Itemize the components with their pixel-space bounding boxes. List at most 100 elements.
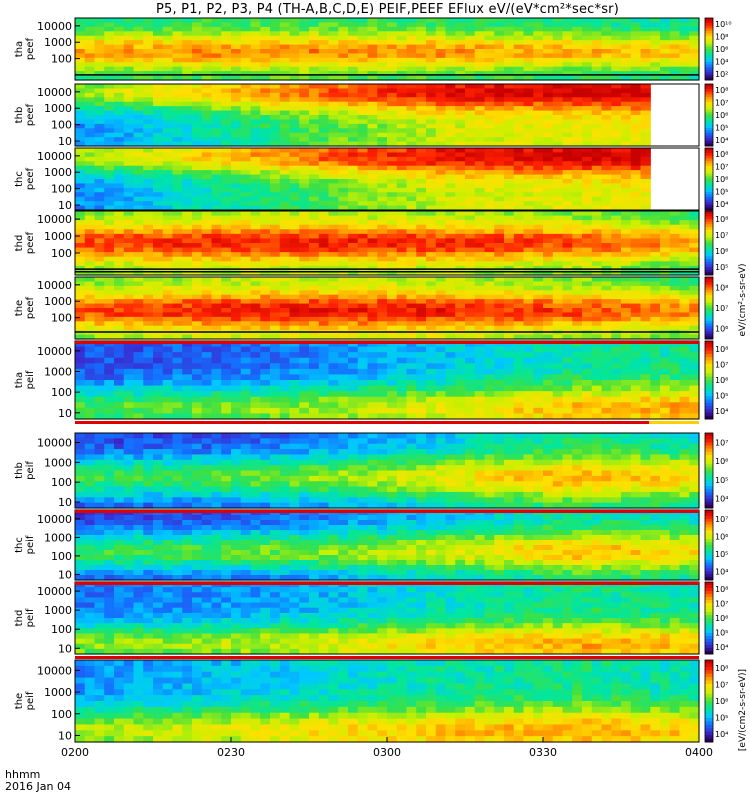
heatmap-cell (104, 141, 115, 147)
heatmap-cell (445, 57, 456, 63)
heatmap-cell (231, 196, 242, 202)
heatmap-cell (484, 123, 495, 129)
colorbar-swatch (705, 320, 713, 324)
heatmap-cell (572, 161, 583, 167)
heatmap-cell (601, 53, 612, 59)
heatmap-cell (591, 183, 603, 189)
heatmap-cell (133, 152, 144, 158)
heatmap-cell (338, 62, 349, 68)
heatmap-cell (689, 325, 700, 331)
heatmap-cell (289, 170, 300, 176)
heatmap-cell (104, 174, 115, 180)
heatmap-cell (621, 71, 632, 77)
heatmap-cell (104, 110, 115, 116)
heatmap-cell (533, 132, 544, 138)
heatmap-cell (328, 285, 339, 291)
heatmap-cell (445, 312, 456, 318)
heatmap-cell (533, 252, 544, 258)
heatmap-cell (231, 402, 242, 409)
heatmap-cell (162, 92, 174, 98)
heatmap-cell (591, 247, 603, 253)
heatmap-cell (367, 224, 378, 230)
heatmap-cell (474, 57, 486, 63)
heatmap-cell (133, 308, 144, 314)
heatmap-cell (279, 156, 291, 162)
heatmap-cell (192, 31, 203, 37)
heatmap-cell (153, 187, 164, 193)
heatmap-cell (367, 316, 378, 322)
heatmap-cell (240, 101, 252, 107)
heatmap-cell (270, 299, 281, 305)
heatmap-cell (104, 137, 115, 143)
heatmap-cell (601, 26, 612, 32)
heatmap-cell (611, 128, 622, 134)
heatmap-cell (231, 156, 242, 162)
heatmap-cell (377, 110, 388, 116)
heatmap-cell (221, 196, 232, 202)
heatmap-cell (270, 215, 281, 221)
heatmap-cell (201, 368, 213, 376)
heatmap-cell (679, 62, 690, 68)
heatmap-cell (465, 220, 476, 226)
heatmap-cell (328, 92, 339, 98)
heatmap-cell (172, 66, 183, 72)
heatmap-cell (562, 18, 573, 24)
heatmap-cell (270, 75, 281, 81)
heatmap-cell (162, 391, 174, 398)
heatmap-cell (523, 97, 534, 103)
heatmap-cell (240, 303, 252, 309)
heatmap-cell (309, 252, 320, 258)
heatmap-cell (348, 346, 359, 353)
heatmap-cell (260, 97, 271, 103)
heatmap-cell (201, 413, 213, 420)
heatmap-cell (484, 224, 495, 230)
heatmap-cell (552, 123, 564, 129)
heatmap-cell (513, 53, 525, 59)
heatmap-cell (123, 84, 135, 90)
heatmap-cell (543, 26, 554, 32)
heatmap-cell (669, 261, 681, 267)
heatmap-cell (387, 141, 398, 147)
heatmap-cell (523, 128, 534, 134)
heatmap-cell (192, 137, 203, 143)
heatmap-cell (114, 346, 125, 353)
heatmap-cell (104, 57, 115, 63)
heatmap-cell (250, 123, 261, 129)
heatmap-cell (504, 75, 515, 81)
heatmap-cell (377, 402, 388, 409)
heatmap-cell (231, 110, 242, 116)
heatmap-cell (494, 170, 505, 176)
heatmap-cell (377, 26, 388, 32)
heatmap-cell (474, 229, 486, 235)
heatmap-cell (504, 247, 515, 253)
heatmap-cell (377, 49, 388, 55)
heatmap-cell (309, 325, 320, 331)
heatmap-cell (591, 71, 603, 77)
heatmap-cell (377, 156, 388, 162)
heatmap-cell (445, 316, 456, 322)
heatmap-cell (484, 170, 495, 176)
heatmap-cell (328, 316, 339, 322)
heatmap-cell (562, 84, 573, 90)
heatmap-cell (640, 187, 651, 193)
heatmap-cell (240, 35, 252, 41)
heatmap-cell (582, 148, 593, 154)
heatmap-cell (533, 224, 544, 230)
heatmap-cell (114, 141, 125, 147)
heatmap-cell (562, 285, 573, 291)
heatmap-cell (445, 40, 456, 46)
heatmap-cell (348, 312, 359, 318)
heatmap-cell (172, 380, 183, 387)
heatmap-cell (582, 170, 593, 176)
colorbar-frame (704, 276, 714, 340)
heatmap-cell (484, 201, 495, 207)
heatmap-cell (231, 174, 242, 180)
heatmap-cell (377, 141, 388, 147)
heatmap-cell (153, 22, 164, 28)
heatmap-cell (104, 299, 115, 305)
heatmap-cell (162, 179, 174, 185)
heatmap-cell (75, 187, 86, 193)
heatmap-cell (162, 183, 174, 189)
heatmap-cell (221, 75, 232, 81)
heatmap-cell (601, 303, 612, 309)
